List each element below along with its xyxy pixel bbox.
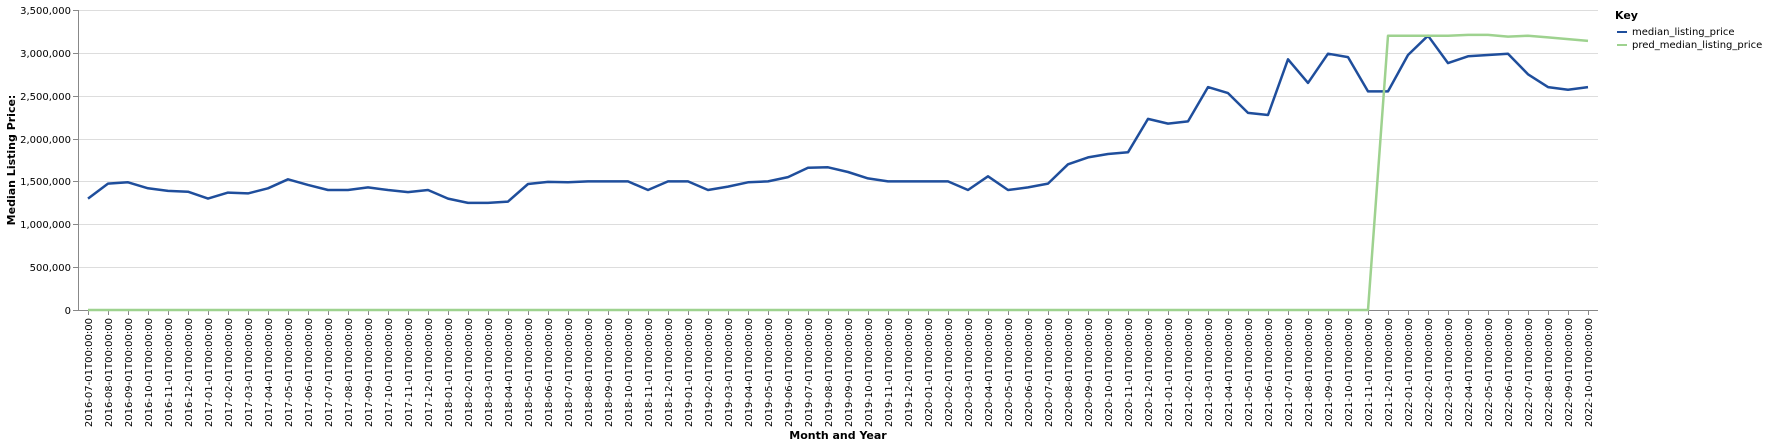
legend-title: Key — [1615, 9, 1638, 22]
x-tick-label: 2022-02-01T00:00:00 — [1424, 318, 1435, 427]
y-tick-label: 3,000,000 — [20, 49, 71, 60]
series-lines — [87, 33, 1589, 312]
x-tick-label: 2019-06-01T00:00:00 — [784, 318, 795, 427]
series-line-median-listing-price — [87, 34, 1589, 205]
x-tick-label: 2016-10-01T00:00:00 — [144, 318, 155, 427]
x-tick-label: 2020-12-01T00:00:00 — [1144, 318, 1155, 427]
x-tick-label: 2018-11-01T00:00:00 — [644, 318, 655, 427]
x-tick-label: 2022-05-01T00:00:00 — [1484, 318, 1495, 427]
x-tick-label: 2017-11-01T00:00:00 — [404, 318, 415, 427]
x-tick-label: 2020-07-01T00:00:00 — [1044, 318, 1055, 427]
x-tick-label: 2017-12-01T00:00:00 — [424, 318, 435, 427]
x-tick-label: 2017-03-01T00:00:00 — [244, 318, 255, 427]
x-tick-label: 2021-04-01T00:00:00 — [1224, 318, 1235, 427]
x-tick-label: 2022-01-01T00:00:00 — [1404, 318, 1415, 427]
x-tick-label: 2017-07-01T00:00:00 — [324, 318, 335, 427]
x-tick-label: 2020-03-01T00:00:00 — [964, 318, 975, 427]
grid-lines — [78, 10, 1598, 268]
x-tick-label: 2019-04-01T00:00:00 — [744, 318, 755, 427]
x-tick-label: 2022-08-01T00:00:00 — [1544, 318, 1555, 427]
x-tick-label: 2017-08-01T00:00:00 — [344, 318, 355, 427]
legend-label-pred-median-listing-price: pred_median_listing_price — [1632, 40, 1762, 51]
x-tick-label: 2021-07-01T00:00:00 — [1284, 318, 1295, 427]
x-tick-label: 2019-10-01T00:00:00 — [864, 318, 875, 427]
x-tick-label: 2022-09-01T00:00:00 — [1564, 318, 1575, 427]
x-tick-label: 2016-11-01T00:00:00 — [164, 318, 175, 427]
x-tick-label: 2019-12-01T00:00:00 — [904, 318, 915, 427]
x-tick-label: 2018-10-01T00:00:00 — [624, 318, 635, 427]
x-tick-label: 2018-01-01T00:00:00 — [444, 318, 455, 427]
x-tick-label: 2017-05-01T00:00:00 — [284, 318, 295, 427]
x-tick-label: 2018-03-01T00:00:00 — [484, 318, 495, 427]
x-tick-label: 2020-06-01T00:00:00 — [1024, 318, 1035, 427]
y-tick-label: 1,500,000 — [20, 177, 71, 188]
x-tick-label: 2019-11-01T00:00:00 — [884, 318, 895, 427]
x-tick-label: 2021-01-01T00:00:00 — [1164, 318, 1175, 427]
x-tick-label: 2018-06-01T00:00:00 — [544, 318, 555, 427]
x-tick-label: 2019-01-01T00:00:00 — [684, 318, 695, 427]
y-tick-label: 2,500,000 — [20, 92, 71, 103]
y-tick-label: 3,500,000 — [20, 6, 71, 17]
x-tick-label: 2018-04-01T00:00:00 — [504, 318, 515, 427]
x-tick-label: 2017-01-01T00:00:00 — [204, 318, 215, 427]
x-tick-label: 2020-04-01T00:00:00 — [984, 318, 995, 427]
x-tick-label: 2019-07-01T00:00:00 — [804, 318, 815, 427]
x-tick-label: 2021-10-01T00:00:00 — [1344, 318, 1355, 427]
x-tick-label: 2019-09-01T00:00:00 — [844, 318, 855, 427]
x-tick-label: 2021-03-01T00:00:00 — [1204, 318, 1215, 427]
x-tick-label: 2017-04-01T00:00:00 — [264, 318, 275, 427]
x-tick-label: 2020-09-01T00:00:00 — [1084, 318, 1095, 427]
x-tick-label: 2022-07-01T00:00:00 — [1524, 318, 1535, 427]
x-tick-label: 2018-12-01T00:00:00 — [664, 318, 675, 427]
x-tick-label: 2019-02-01T00:00:00 — [704, 318, 715, 427]
x-tick-label: 2017-02-01T00:00:00 — [224, 318, 235, 427]
x-tick-label: 2020-10-01T00:00:00 — [1104, 318, 1115, 427]
y-tick-label: 2,000,000 — [20, 135, 71, 146]
x-tick-label: 2017-10-01T00:00:00 — [384, 318, 395, 427]
x-tick-label: 2018-08-01T00:00:00 — [584, 318, 595, 427]
y-tick-labels: 0 500,000 1,000,000 1,500,000 2,000,000 2,500… — [20, 6, 78, 317]
x-tick-label: 2021-12-01T00:00:00 — [1384, 318, 1395, 427]
x-tick-label: 2018-05-01T00:00:00 — [524, 318, 535, 427]
x-tick-label: 2016-12-01T00:00:00 — [184, 318, 195, 427]
x-tick-label: 2016-09-01T00:00:00 — [124, 318, 135, 427]
x-tick-label: 2020-02-01T00:00:00 — [944, 318, 955, 427]
y-tick-label: 1,000,000 — [20, 220, 71, 231]
y-tick-label: 500,000 — [30, 263, 71, 274]
x-tick-label: 2022-10-01T00:00:00 — [1584, 318, 1595, 427]
x-axis-title: Month and Year — [789, 429, 887, 442]
x-tick-label: 2021-11-01T00:00:00 — [1364, 318, 1375, 427]
x-tick-label: 2021-02-01T00:00:00 — [1184, 318, 1195, 427]
x-tick-label: 2018-07-01T00:00:00 — [564, 318, 575, 427]
x-tick-label: 2022-04-01T00:00:00 — [1464, 318, 1475, 427]
x-tick-label: 2018-02-01T00:00:00 — [464, 318, 475, 427]
series-line-pred-median-listing-price — [88, 33, 1589, 312]
x-tick-label: 2020-05-01T00:00:00 — [1004, 318, 1015, 427]
x-tick-label: 2021-05-01T00:00:00 — [1244, 318, 1255, 427]
x-tick-label: 2021-09-01T00:00:00 — [1324, 318, 1335, 427]
x-tick-label: 2020-08-01T00:00:00 — [1064, 318, 1075, 427]
x-tick-label: 2017-06-01T00:00:00 — [304, 318, 315, 427]
x-tick-label: 2016-07-01T00:00:00 — [84, 318, 95, 427]
y-axis-title: Median Listing Price: — [5, 95, 18, 226]
x-tick-label: 2021-08-01T00:00:00 — [1304, 318, 1315, 427]
legend: Key median_listing_price pred_median_lis… — [1615, 9, 1762, 51]
x-tick-label: 2019-03-01T00:00:00 — [724, 318, 735, 427]
x-tick-label: 2019-08-01T00:00:00 — [824, 318, 835, 427]
x-tick-label: 2016-08-01T00:00:00 — [104, 318, 115, 427]
y-tick-label: 0 — [65, 306, 71, 317]
x-tick-label: 2022-06-01T00:00:00 — [1504, 318, 1515, 427]
x-tick-label: 2021-06-01T00:00:00 — [1264, 318, 1275, 427]
legend-label-median-listing-price: median_listing_price — [1632, 27, 1735, 38]
x-tick-label: 2017-09-01T00:00:00 — [364, 318, 375, 427]
x-tick-label: 2020-11-01T00:00:00 — [1124, 318, 1135, 427]
x-tick-label: 2018-09-01T00:00:00 — [604, 318, 615, 427]
x-tick-label: 2022-03-01T00:00:00 — [1444, 318, 1455, 427]
x-tick-label: 2020-01-01T00:00:00 — [924, 318, 935, 427]
x-tick-labels: 2016-07-01T00:00:00 2016-08-01T00:00:00 20… — [84, 310, 1595, 427]
x-tick-label: 2019-05-01T00:00:00 — [764, 318, 775, 427]
